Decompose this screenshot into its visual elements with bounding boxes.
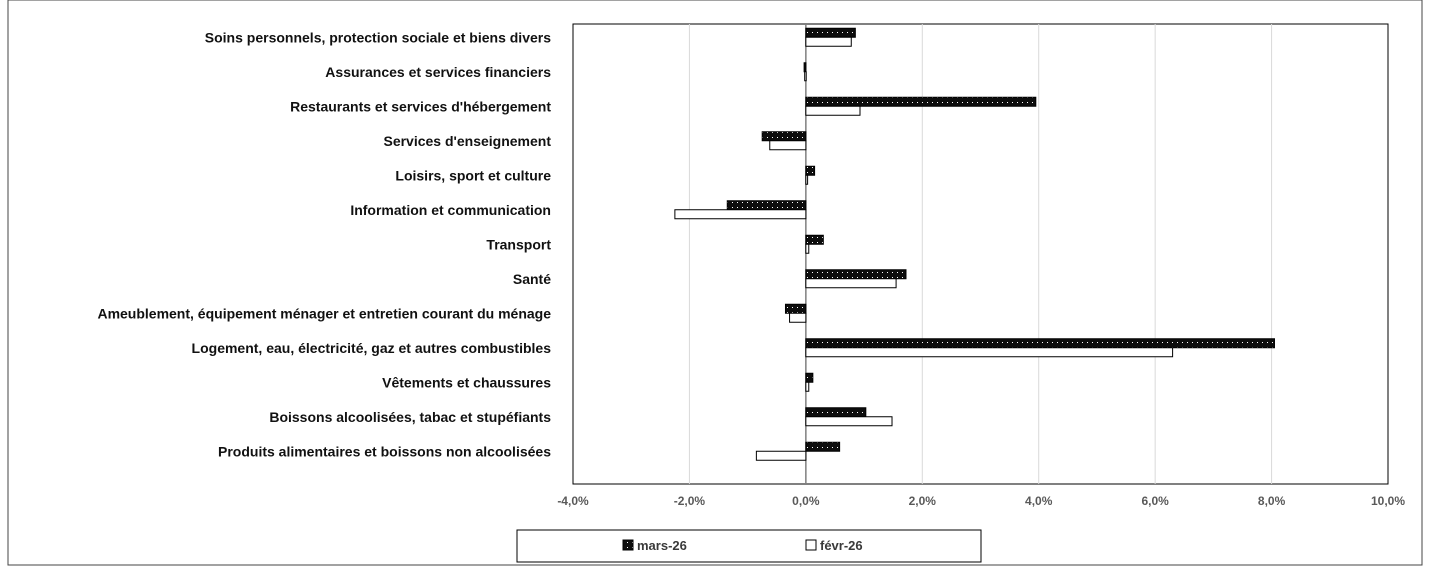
category-label-7: Santé [513, 271, 551, 287]
bars [674, 27, 1275, 461]
category-label-3: Services d'enseignement [383, 133, 551, 149]
bar-févr-26-4 [805, 174, 809, 185]
category-labels: Soins personnels, protection sociale et … [97, 29, 551, 459]
category-label-11: Boissons alcoolisées, tabac et stupéfian… [269, 409, 551, 425]
bar-mars-26-3 [761, 131, 807, 142]
bar-févr-26-6 [805, 243, 810, 254]
bar-mars-26-10 [805, 372, 814, 383]
category-label-12: Produits alimentaires et boissons non al… [218, 443, 551, 459]
bar-mars-26-4 [805, 165, 816, 176]
x-tick-label-3: 2,0% [909, 494, 937, 508]
category-label-4: Loisirs, sport et culture [395, 167, 551, 183]
bar-mars-26-11 [805, 407, 867, 418]
category-label-10: Vêtements et chaussures [382, 374, 551, 390]
x-tick-label-6: 8,0% [1258, 494, 1286, 508]
bar-févr-26-12 [755, 450, 807, 461]
x-tick-label-5: 6,0% [1141, 494, 1169, 508]
bar-févr-26-7 [805, 278, 897, 289]
bar-févr-26-3 [769, 140, 807, 151]
bar-mars-26-9 [805, 338, 1275, 349]
category-label-5: Information et communication [350, 202, 551, 218]
legend-label-mars-26: mars-26 [637, 538, 687, 553]
bar-févr-26-2 [805, 105, 861, 116]
bar-févr-26-8 [789, 312, 807, 323]
bar-mars-26-0 [805, 27, 856, 38]
bar-févr-26-5 [674, 209, 807, 220]
category-label-1: Assurances et services financiers [325, 64, 551, 80]
bar-févr-26-1 [804, 71, 807, 82]
bar-févr-26-11 [805, 416, 893, 427]
x-tick-label-1: -2,0% [674, 494, 706, 508]
category-label-2: Restaurants et services d'hébergement [290, 98, 551, 114]
bar-févr-26-0 [805, 36, 852, 47]
legend: mars-26 févr-26 [516, 529, 982, 563]
bar-mars-26-12 [805, 441, 841, 452]
x-tick-label-7: 10,0% [1371, 494, 1405, 508]
plot-area-border [572, 23, 1389, 485]
x-tick-label-2: 0,0% [792, 494, 820, 508]
bar-févr-26-10 [805, 381, 810, 392]
bar-mars-26-7 [805, 269, 907, 280]
legend-label-fevr-26: févr-26 [820, 538, 863, 553]
category-label-8: Ameublement, équipement ménager et entre… [97, 305, 551, 321]
category-label-0: Soins personnels, protection sociale et … [205, 29, 551, 45]
bar-mars-26-2 [805, 96, 1037, 107]
bar-mars-26-5 [726, 200, 807, 211]
bar-mars-26-6 [805, 234, 824, 245]
legend-swatch-mars-26 [622, 539, 634, 551]
legend-swatch-fevr-26 [805, 539, 817, 551]
bar-mars-26-1 [803, 62, 807, 73]
x-tick-label-4: 4,0% [1025, 494, 1053, 508]
category-label-9: Logement, eau, électricité, gaz et autre… [192, 340, 552, 356]
bar-févr-26-9 [805, 347, 1174, 358]
category-label-6: Transport [486, 236, 551, 252]
legend-box [516, 529, 982, 563]
tick-labels: -4,0% -2,0% 0,0% 2,0% 4,0% 6,0% 8,0% 10,0% [557, 494, 1405, 508]
bar-mars-26-8 [784, 303, 807, 314]
x-tick-label-0: -4,0% [557, 494, 589, 508]
